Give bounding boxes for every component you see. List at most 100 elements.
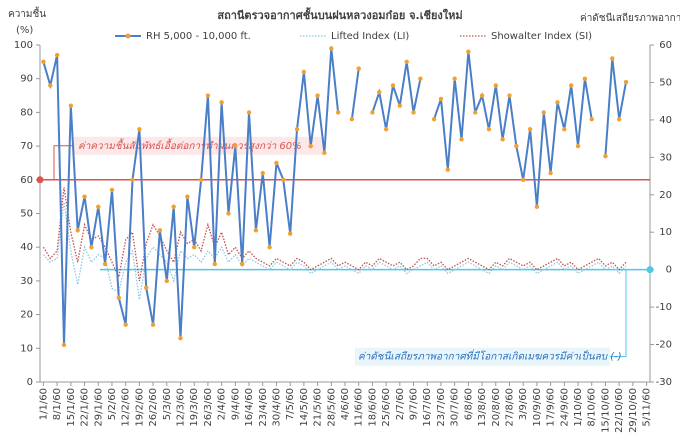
data-point xyxy=(349,116,355,122)
x-tick-label: 7/5/60 xyxy=(285,388,296,420)
x-tick-label: 30/7/60 xyxy=(450,388,461,427)
y-tick-label: 0 xyxy=(27,377,33,388)
y2-tick-label: 30 xyxy=(659,152,672,163)
data-point xyxy=(514,143,519,149)
data-point xyxy=(459,137,464,142)
data-point xyxy=(267,245,272,250)
x-tick-label: 15/10/60 xyxy=(600,388,611,433)
data-point xyxy=(452,76,457,81)
x-tick-label: 24/9/60 xyxy=(559,388,570,427)
data-point xyxy=(157,228,163,233)
data-point xyxy=(555,100,560,105)
x-tick-label: 22/1/60 xyxy=(80,388,91,427)
data-point xyxy=(96,204,101,209)
data-point xyxy=(335,110,341,115)
data-point xyxy=(205,93,211,98)
x-tick-label: 6/8/60 xyxy=(463,388,474,420)
data-point xyxy=(116,295,122,300)
data-point xyxy=(246,110,252,115)
x-tick-label: 13/8/60 xyxy=(477,388,488,427)
y-tick-label: 90 xyxy=(20,74,33,85)
data-point xyxy=(294,127,300,132)
y-axis-label: (%) xyxy=(16,25,33,36)
data-point xyxy=(102,261,108,267)
data-point xyxy=(315,93,320,98)
data-point xyxy=(418,76,423,81)
data-point xyxy=(397,103,403,108)
index-annotation: ค่าดัชนีเสถียรภาพอากาศที่มีโอกาสเกิดเมฆค… xyxy=(358,349,622,363)
legend-label: Showalter Index (SI) xyxy=(491,31,592,42)
y-tick-label: 100 xyxy=(14,40,33,51)
data-point xyxy=(479,93,485,98)
annotation-box xyxy=(355,347,610,366)
data-point xyxy=(562,127,567,132)
x-tick-label: 9/7/60 xyxy=(409,388,420,420)
data-point xyxy=(411,110,416,115)
annotation-arrow xyxy=(610,269,627,358)
data-point xyxy=(281,177,286,182)
data-point xyxy=(431,116,437,122)
x-tick-label: 25/6/60 xyxy=(381,388,392,427)
index-threshold-dot xyxy=(646,266,654,274)
y2-tick-label: 40 xyxy=(659,115,672,126)
x-tick-label: 5/11/60 xyxy=(642,388,653,427)
x-tick-label: 18/6/60 xyxy=(367,388,378,427)
legend-label: RH 5,000 - 10,000 ft. xyxy=(146,31,251,42)
data-point xyxy=(356,66,361,71)
data-point xyxy=(192,245,197,250)
data-point xyxy=(239,261,245,267)
data-point xyxy=(171,204,176,209)
data-point xyxy=(610,56,615,61)
data-point xyxy=(466,49,471,54)
x-tick-label: 16/7/60 xyxy=(422,388,433,427)
x-tick-label: 30/4/60 xyxy=(271,388,282,427)
series-line xyxy=(42,187,627,282)
data-point xyxy=(527,127,533,132)
y-tick-label: 10 xyxy=(20,343,33,354)
data-point xyxy=(541,110,546,115)
y-tick-label: 70 xyxy=(20,141,33,152)
x-tick-label: 4/6/60 xyxy=(340,388,351,420)
y-tick-label: 50 xyxy=(20,209,33,220)
data-point xyxy=(68,103,74,108)
x-tick-label: 12/3/60 xyxy=(176,388,187,427)
x-tick-label: 19/2/60 xyxy=(134,388,145,427)
x-tick-label: 20/8/60 xyxy=(491,388,502,427)
x-tick-label: 5/2/60 xyxy=(107,388,118,420)
y-tick-label: 60 xyxy=(20,175,33,186)
y-tick-label: 30 xyxy=(20,276,33,287)
y2-tick-label: 0 xyxy=(666,265,672,276)
x-tick-label: 9/4/60 xyxy=(230,388,241,420)
data-point xyxy=(623,79,629,85)
data-point xyxy=(521,177,526,182)
chart-title: สถานีตรวจอากาศชั้นบนฝนหลวงอมก๋อย จ.เชียง… xyxy=(217,7,462,22)
x-tick-label: 3/9/60 xyxy=(518,388,529,420)
x-tick-label: 29/1/60 xyxy=(93,388,104,427)
x-tick-label: 15/1/60 xyxy=(66,388,77,427)
data-point xyxy=(568,83,574,88)
series-line xyxy=(42,202,627,300)
y2-tick-label: -10 xyxy=(656,302,672,313)
x-tick-label: 1/1/60 xyxy=(38,388,49,420)
x-tick-label: 16/4/60 xyxy=(244,388,255,427)
data-point xyxy=(445,167,451,172)
y-axis-label: ความชื้น xyxy=(8,6,46,20)
data-point xyxy=(616,116,622,122)
y2-axis-label: ค่าดัชนีเสถียรภาพอากาศ xyxy=(580,12,680,24)
x-tick-label: 12/2/60 xyxy=(121,388,132,427)
data-point xyxy=(534,204,540,209)
y-tick-label: 40 xyxy=(20,242,33,253)
x-tick-label: 23/4/60 xyxy=(258,388,269,427)
x-tick-label: 2/7/60 xyxy=(395,388,406,420)
data-point xyxy=(233,143,238,149)
data-point xyxy=(493,83,498,88)
data-point xyxy=(109,187,115,193)
x-tick-label: 14/5/60 xyxy=(299,388,310,427)
data-point xyxy=(575,143,581,149)
data-point xyxy=(308,143,313,149)
data-point xyxy=(41,59,46,65)
data-point xyxy=(438,96,444,102)
y2-tick-label: 60 xyxy=(659,40,672,51)
x-tick-label: 21/5/60 xyxy=(313,388,324,427)
data-point xyxy=(130,177,135,182)
